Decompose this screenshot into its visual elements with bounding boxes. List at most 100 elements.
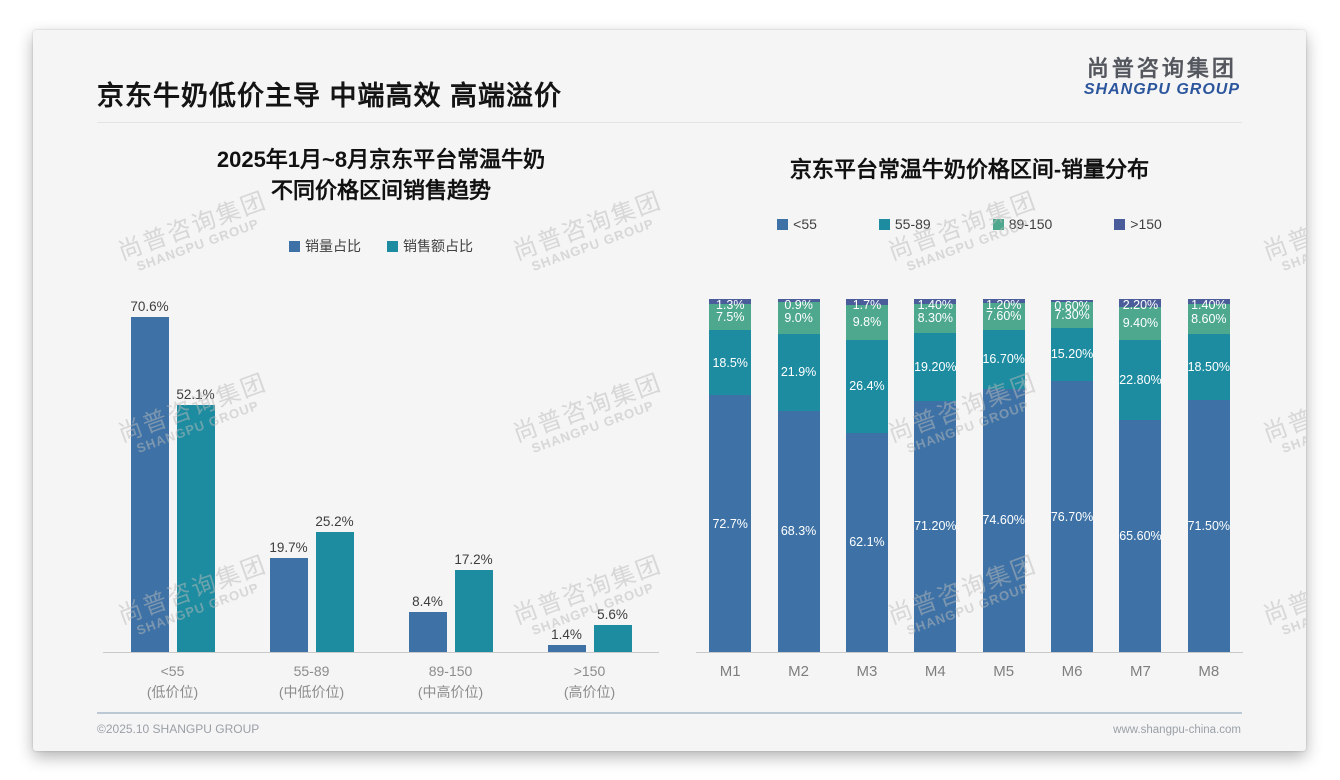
segment-<55-M6: 76.70% [1051, 381, 1093, 652]
right-chart-axis [696, 652, 1243, 653]
bar-value-label: 25.2% [315, 514, 354, 530]
slide-card: 京东牛奶低价主导 中端高效 高端溢价 尚普咨询集团 SHANGPU GROUP … [33, 30, 1306, 751]
category-range-label: 55-89 [293, 663, 330, 679]
segment-value-label: 0.9% [784, 297, 813, 312]
segment-value-label: 74.60% [982, 513, 1025, 528]
segment-89-150-M4: 8.30% [914, 303, 957, 333]
left-chart-title-line1: 2025年1月~8月京东平台常温牛奶 [216, 147, 546, 172]
legend-swatch-icon [1114, 218, 1126, 230]
segment-value-label: 65.60% [1119, 529, 1162, 544]
bar-销售额占比->150: 5.6% [593, 607, 632, 652]
bar-value-label: 52.1% [176, 386, 215, 402]
segment-value-label: 7.5% [715, 309, 745, 324]
segment-value-label: 22.80% [1119, 373, 1162, 388]
legend-label: 销售额占比 [403, 238, 473, 254]
segment-value-label: 1.3% [715, 298, 745, 312]
segment-value-label: 2.20% [1122, 298, 1159, 312]
month-label-M1: M1 [719, 663, 741, 680]
segment-value-label: 71.20% [914, 519, 957, 534]
bar-value-label: 19.7% [269, 540, 308, 556]
bar-销量占比-<55: 70.6% [130, 299, 169, 652]
segment->150-M6 [1051, 299, 1094, 302]
segment-value-label: 0.60% [1054, 298, 1090, 313]
legend-item-volume-share: 销量占比 [289, 236, 361, 256]
legend-label: 89-150 [1008, 216, 1053, 232]
segment-value-label: 1.40% [917, 297, 954, 312]
stacked-bar-M6: 76.70% 15.20% 7.30% 0.60% [1051, 298, 1094, 652]
segment-value-label: 7.60% [985, 309, 1022, 324]
segment->150-M4 [914, 298, 957, 304]
legend-swatch-icon [878, 218, 890, 230]
bar-value-label: 70.6% [130, 298, 169, 314]
category-range-label: <55 [160, 663, 185, 679]
category-range-label: >150 [573, 663, 606, 679]
month-label-M4: M4 [924, 663, 946, 680]
right-chart-plot: 72.7% 18.5% 7.5% 1.3% 68.3% 21.9% 9.0% 0.9% 62.1… [696, 297, 1243, 652]
legend-item->150: >150 [1114, 216, 1162, 232]
segment-value-label: 18.5% [712, 355, 748, 370]
month-label-M8: M8 [1198, 663, 1220, 680]
category-label-89-150: 89-150 (中高价位) [381, 661, 520, 703]
watermark-cn: 尚普咨询集团 [1259, 551, 1306, 630]
category-note-label: (高价位) [563, 684, 616, 700]
footer-website: www.shangpu-china.com [1113, 724, 1241, 736]
segment->150-M1 [709, 299, 752, 304]
segment-value-label: 62.1% [849, 535, 885, 550]
segment->150-M7 [1119, 299, 1162, 307]
legend-label: 销量占比 [305, 238, 361, 254]
segment-89-150-M1: 7.5% [709, 303, 752, 331]
month-label-M7: M7 [1130, 663, 1151, 680]
legend-item-89-150: 89-150 [992, 216, 1053, 232]
segment-value-label: 76.70% [1050, 509, 1094, 524]
segment-value-label: 68.3% [780, 524, 817, 539]
stacked-bar-M8: 71.50% 18.50% 8.60% 1.40% [1187, 298, 1231, 652]
logo-cn-text: 尚普咨询集团 [1086, 56, 1237, 81]
segment-value-label: 26.4% [849, 379, 885, 394]
left-chart-category-labels: <55 (低价位) 55-89 (中低价位) 89-150 (中高价位) >150 (高价位) [103, 661, 659, 703]
segment-value-label: 72.7% [712, 516, 748, 531]
segment->150-M5 [982, 298, 1025, 303]
bar-value-label: 8.4% [412, 594, 443, 610]
segment->150-M3 [845, 299, 888, 306]
segment-value-label: 71.50% [1187, 518, 1231, 533]
stacked-bar-M4: 71.20% 19.20% 8.30% 1.40% [914, 297, 957, 652]
segment-89-150-M6: 7.30% [1051, 301, 1094, 328]
segment-value-label: 9.0% [784, 310, 813, 325]
legend-item-<55: <55 [777, 216, 817, 232]
segment-55-89-M6: 15.20% [1051, 327, 1093, 382]
bar-value-label: 5.6% [597, 607, 628, 623]
segment-55-89-M4: 19.20% [914, 332, 957, 401]
segment-<55-M8: 71.50% [1187, 399, 1231, 652]
left-chart-legend: 销量占比 销售额占比 [103, 236, 659, 256]
bar-group-<55: 70.6% 52.1% [103, 282, 242, 652]
segment-55-89-M3: 26.4% [845, 339, 888, 433]
footer-divider [97, 712, 1242, 714]
segment-value-label: 21.9% [780, 365, 817, 380]
month-label-M3: M3 [856, 663, 878, 680]
bar-销量占比->150: 1.4% [547, 627, 586, 652]
watermark-cn: 尚普咨询集团 [1259, 369, 1306, 448]
page-title: 京东牛奶低价主导 中端高效 高端溢价 [97, 81, 563, 111]
category-note-label: (中低价位) [278, 684, 345, 700]
bar-value-label: 1.4% [551, 627, 582, 643]
segment-value-label: 1.7% [852, 298, 882, 312]
bar-销量占比-89-150: 8.4% [408, 594, 447, 652]
legend-item-55-89: 55-89 [878, 216, 931, 232]
stacked-bar-M5: 74.60% 16.70% 7.60% 1.20% [982, 298, 1025, 652]
legend-swatch-icon [992, 218, 1004, 230]
segment->150-M8 [1187, 299, 1230, 304]
right-chart-legend: <55 55-89 89-150 >150 [696, 216, 1243, 232]
segment-value-label: 16.70% [982, 352, 1025, 367]
segment-89-150-M7: 9.40% [1119, 306, 1162, 340]
category-label-55-89: 55-89 (中低价位) [242, 661, 381, 703]
category-note-label: (中高价位) [417, 684, 484, 700]
segment-<55-M2: 68.3% [777, 410, 820, 652]
segment-<55-M1: 72.7% [709, 395, 752, 652]
watermark-en: SHANGPU GROUP [1279, 216, 1306, 275]
watermark-en: SHANGPU GROUP [1279, 398, 1306, 457]
segment-<55-M5: 74.60% [982, 388, 1025, 652]
segment-55-89-M2: 21.9% [777, 333, 820, 411]
header-divider [97, 122, 1242, 123]
